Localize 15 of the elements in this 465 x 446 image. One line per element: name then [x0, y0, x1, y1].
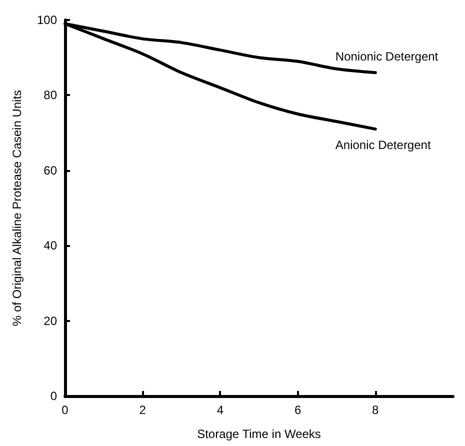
x-axis-title: Storage Time in Weeks: [197, 427, 321, 441]
y-tick-label: 20: [44, 314, 58, 328]
y-tick-label: 40: [44, 238, 58, 253]
x-tick-label: 2: [139, 403, 146, 417]
series-label: Anionic Detergent: [335, 138, 432, 152]
x-tick-label: 6: [294, 403, 302, 417]
y-tick-label: 80: [44, 88, 58, 102]
x-tick-label: 4: [216, 403, 224, 417]
y-axis-title: % of Original Alkaline Protease Casein Units: [10, 90, 24, 326]
y-tick-label: 0: [50, 389, 58, 403]
series-label: Nonionic Detergent: [335, 50, 439, 64]
x-tick-label: 0: [62, 403, 69, 417]
y-tick-label: 100: [36, 13, 58, 27]
y-tick-label: 60: [44, 163, 58, 178]
x-tick-label: 8: [372, 403, 380, 417]
